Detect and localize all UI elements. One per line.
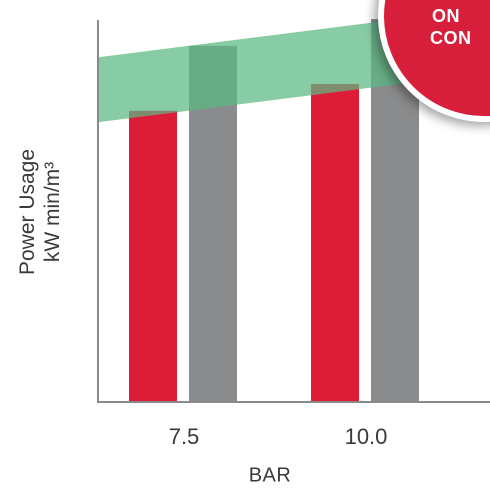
bar-red-10-0 (311, 84, 359, 402)
badge-text-line-1: ON (432, 6, 460, 26)
x-tick-label-10-0: 10.0 (344, 424, 388, 449)
bar-red-7-5 (129, 110, 177, 401)
y-axis-label-line-2: kW min/m³ (41, 161, 64, 263)
x-axis-label: BAR (248, 464, 292, 487)
y-axis-label-line-1: Power Usage (16, 148, 39, 276)
y-axis-label: Power Usage kW min/m³ (15, 62, 65, 362)
badge-text-line-2: CON (430, 28, 472, 48)
x-tick-label-7-5: 7.5 (168, 424, 200, 449)
